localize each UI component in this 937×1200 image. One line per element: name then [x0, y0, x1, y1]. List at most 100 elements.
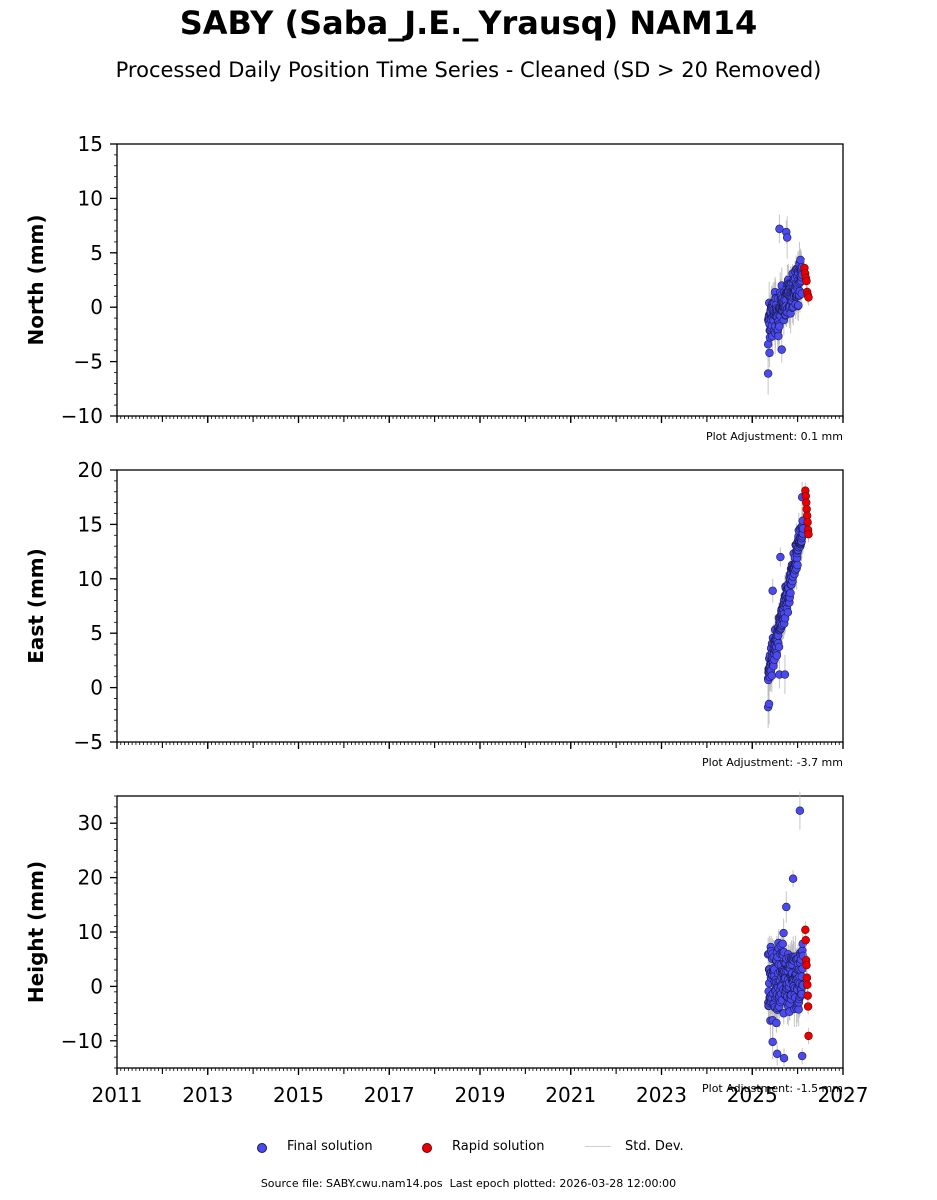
final-point	[765, 348, 774, 358]
plot-adjustment: Plot Adjustment: -3.7 mm	[702, 756, 843, 769]
x-tick-label: 2027	[818, 1083, 869, 1107]
chart-title: SABY (Saba_J.E._Yrausq) NAM14	[179, 4, 758, 42]
y-axis-label: Height (mm)	[24, 861, 48, 1003]
final-point	[786, 588, 795, 598]
y-axis-label: East (mm)	[24, 548, 48, 664]
axes-frame-east	[116, 469, 844, 743]
rapid-point	[802, 276, 811, 286]
final-point	[779, 928, 788, 938]
rapid-point	[804, 293, 813, 302]
final-point	[794, 1005, 803, 1014]
footer-source: Source file: SABY.cwu.nam14.pos Last epo…	[0, 1177, 937, 1190]
rapid-point	[804, 1031, 813, 1041]
x-tick-label: 2011	[92, 1083, 143, 1107]
y-tick-label: 5	[90, 621, 103, 645]
rapid-point	[803, 518, 812, 527]
final-point	[782, 902, 791, 912]
plot-adjustment: Plot Adjustment: 0.1 mm	[706, 430, 843, 443]
final-point	[763, 369, 773, 378]
y-tick-label: 0	[90, 676, 103, 700]
final-point	[773, 1049, 782, 1059]
y-tick-label: −10	[61, 1029, 103, 1053]
final-point	[778, 939, 787, 949]
rapid-points-east	[801, 482, 813, 543]
final-point	[776, 552, 785, 562]
final-point	[777, 345, 786, 354]
legend-std-dev: Std. Dev.	[585, 1137, 684, 1157]
panel-east: −5 0 5 10 15 20 East (mm) Plot Adjustment: -3.7…	[24, 458, 844, 769]
legend-final-label: Final solution	[287, 1139, 373, 1154]
y-axis-label: North (mm)	[24, 214, 48, 345]
y-tick-label: −5	[74, 350, 103, 374]
y-tick-label: 20	[78, 866, 103, 890]
y-tick-label: 0	[90, 295, 103, 319]
final-point	[768, 1037, 777, 1047]
x-tick-label: 2013	[182, 1083, 233, 1107]
panel-north: −10 −5 0 5 10 15 North (mm) Plot Adjustment: 0.…	[24, 132, 844, 443]
y-tick-label: 15	[78, 132, 103, 156]
rapid-points-north	[800, 259, 813, 306]
final-point	[779, 1054, 789, 1063]
rapid-points-height	[801, 921, 813, 1045]
rapid-point	[803, 980, 812, 989]
final-points-height	[763, 806, 808, 1063]
y-tick-label: 20	[78, 458, 103, 482]
final-point	[768, 586, 777, 595]
rapid-point	[802, 960, 811, 970]
rapid-point	[801, 925, 810, 935]
legend-std-dev-line	[585, 1146, 611, 1147]
legend-std-dev-label: Std. Dev.	[625, 1139, 684, 1154]
final-point	[774, 331, 783, 341]
legend-final: Final solution	[257, 1137, 373, 1157]
y-tick-label: 5	[90, 241, 103, 265]
final-point	[797, 1051, 807, 1061]
panel-height: 2011 2013 2015 2017 2019 2021 2023 2025 2027 −10 0…	[24, 791, 869, 1107]
y-tick-label: 10	[78, 186, 103, 210]
y-tick-label: 15	[78, 512, 103, 536]
final-point	[793, 560, 802, 570]
final-point	[782, 233, 792, 242]
rapid-point	[801, 935, 810, 945]
final-point	[794, 301, 803, 310]
y-tick-label: −10	[61, 404, 103, 428]
source-file: Source file: SABY.cwu.nam14.pos	[260, 1177, 443, 1190]
x-tick-label: 2021	[545, 1083, 596, 1107]
axes-frame-north	[116, 143, 844, 417]
final-point	[763, 340, 773, 349]
rapid-point	[803, 1002, 813, 1011]
x-tick-label: 2019	[455, 1083, 506, 1107]
final-point	[796, 255, 805, 265]
chart-subtitle: Processed Daily Position Time Series - C…	[115, 58, 822, 82]
legend-rapid-marker	[422, 1143, 432, 1153]
x-tick-label: 2015	[273, 1083, 324, 1107]
x-tick-label: 2023	[636, 1083, 687, 1107]
y-tick-label: 10	[78, 920, 103, 944]
final-point	[788, 874, 798, 883]
y-tick-label: −5	[74, 730, 103, 754]
final-point	[767, 671, 777, 680]
y-tick-label: 10	[78, 567, 103, 591]
final-points-east	[763, 493, 808, 712]
final-point	[783, 608, 793, 617]
last-epoch: Last epoch plotted: 2026-03-28 12:00:00	[449, 1177, 677, 1190]
final-point	[772, 651, 782, 660]
x-tick-label: 2025	[727, 1083, 778, 1107]
final-point	[764, 699, 774, 709]
x-tick-label: 2017	[364, 1083, 415, 1107]
plot-adjustment: Plot Adjustment: -1.5 mm	[702, 1082, 843, 1095]
y-tick-label: 30	[78, 811, 103, 835]
final-point	[772, 1018, 781, 1028]
rapid-point	[803, 991, 812, 1000]
legend: Final solution Rapid solution Std. Dev.	[0, 1137, 937, 1157]
final-point	[780, 670, 790, 679]
axes-frame-height	[116, 795, 844, 1069]
legend-final-marker	[257, 1143, 267, 1153]
legend-rapid: Rapid solution	[422, 1137, 544, 1157]
rapid-point	[802, 973, 812, 982]
legend-rapid-label: Rapid solution	[452, 1139, 545, 1154]
rapid-point	[804, 529, 813, 539]
final-point	[775, 322, 784, 331]
y-tick-label: 0	[90, 974, 103, 998]
final-point	[775, 224, 784, 234]
